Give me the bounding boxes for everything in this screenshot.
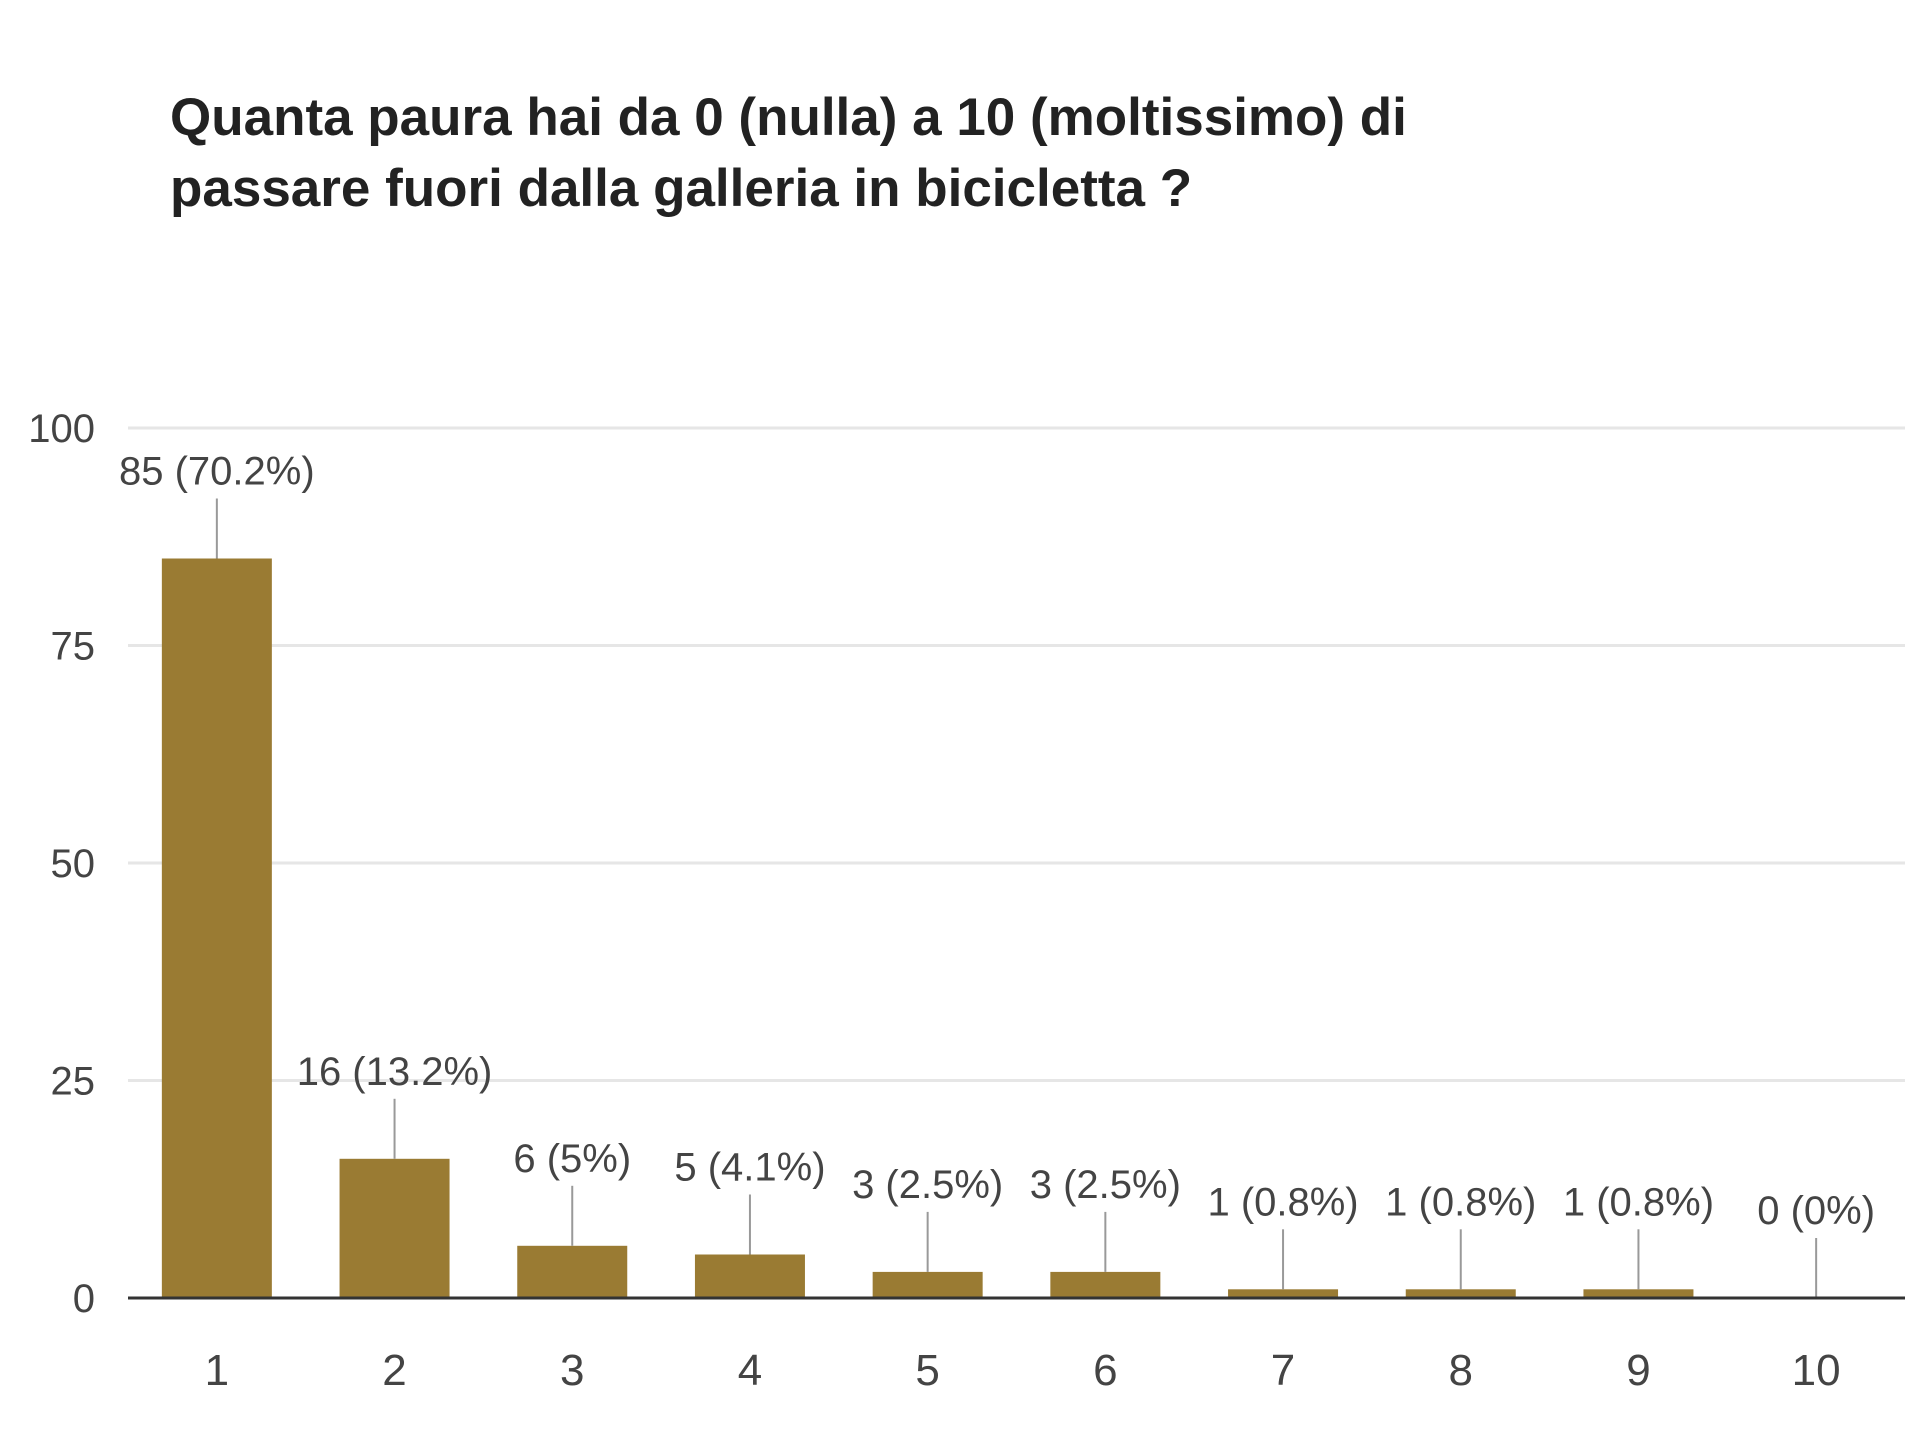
chart-title: Quanta paura hai da 0 (nulla) a 10 (molt… <box>170 82 1670 224</box>
x-tick-label: 3 <box>560 1346 584 1395</box>
x-tick-label: 4 <box>738 1346 762 1395</box>
x-tick-label: 10 <box>1792 1346 1841 1395</box>
data-label: 85 (70.2%) <box>119 450 315 494</box>
x-tick-label: 2 <box>382 1346 406 1395</box>
bar <box>161 558 272 1298</box>
x-tick-label: 6 <box>1093 1346 1117 1395</box>
y-tick-label: 25 <box>51 1060 96 1104</box>
bar <box>1050 1271 1161 1298</box>
x-tick-label: 9 <box>1626 1346 1650 1395</box>
y-tick-label: 50 <box>51 842 96 886</box>
chart-title-line-2: passare fuori dalla galleria in biciclet… <box>170 159 1193 218</box>
data-label: 3 (2.5%) <box>852 1163 1003 1207</box>
bar <box>339 1158 450 1298</box>
x-tick-label: 8 <box>1449 1346 1473 1395</box>
data-label: 1 (0.8%) <box>1563 1180 1714 1224</box>
bar <box>1405 1289 1516 1298</box>
bar <box>872 1271 983 1298</box>
x-tick-label: 5 <box>915 1346 939 1395</box>
y-tick-label: 75 <box>51 625 96 669</box>
y-tick-label: 100 <box>28 407 95 451</box>
y-tick-label: 0 <box>73 1277 95 1321</box>
bar <box>1228 1289 1339 1298</box>
bar <box>517 1245 628 1298</box>
bar <box>1583 1289 1694 1298</box>
data-label: 6 (5%) <box>513 1137 631 1181</box>
data-label: 1 (0.8%) <box>1207 1180 1358 1224</box>
x-tick-label: 7 <box>1271 1346 1295 1395</box>
chart-title-line-1: Quanta paura hai da 0 (nulla) a 10 (molt… <box>170 88 1407 147</box>
data-label: 1 (0.8%) <box>1385 1180 1536 1224</box>
data-label: 16 (13.2%) <box>297 1050 493 1094</box>
bar <box>694 1254 805 1298</box>
data-label: 0 (0%) <box>1757 1189 1875 1233</box>
x-tick-label: 1 <box>205 1346 229 1395</box>
data-label: 3 (2.5%) <box>1030 1163 1181 1207</box>
data-label: 5 (4.1%) <box>674 1146 825 1190</box>
